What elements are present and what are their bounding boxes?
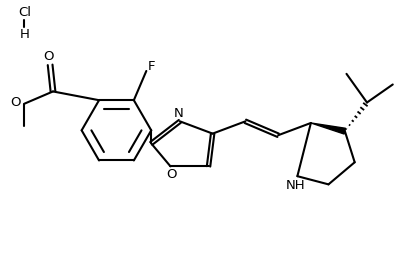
Polygon shape	[311, 123, 346, 134]
Text: O: O	[43, 50, 53, 63]
Text: O: O	[166, 168, 176, 181]
Text: O: O	[10, 96, 21, 109]
Text: NH: NH	[285, 179, 305, 192]
Text: N: N	[174, 107, 184, 120]
Text: Cl: Cl	[18, 6, 31, 19]
Text: H: H	[19, 28, 29, 41]
Text: F: F	[147, 60, 155, 73]
